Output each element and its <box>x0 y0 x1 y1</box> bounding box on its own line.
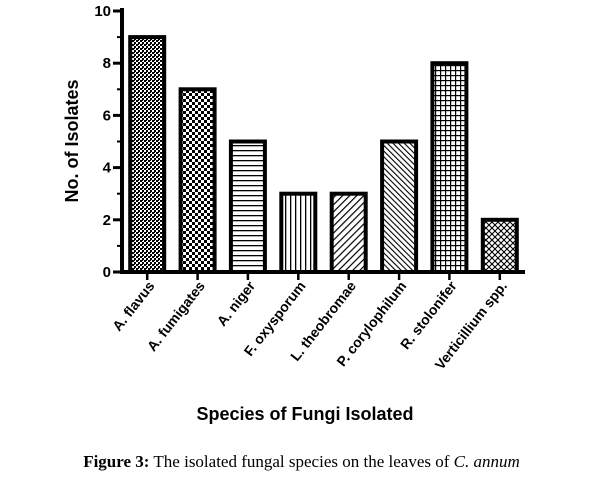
y-tick-label: 6 <box>103 107 111 124</box>
figure-caption: Figure 3: The isolated fungal species on… <box>0 452 603 472</box>
x-tick-label: A. flavus <box>109 278 158 334</box>
bar-3 <box>228 139 267 274</box>
bar-7 <box>430 61 469 275</box>
x-tick-label: A. niger <box>214 278 259 329</box>
caption-text: The isolated fungal species on the leave… <box>149 452 454 471</box>
bar-2 <box>178 87 217 274</box>
y-tick-label: 2 <box>103 212 111 229</box>
bar-8 <box>480 217 519 275</box>
caption-species: C. annum <box>453 452 520 471</box>
y-tick-label: 0 <box>103 264 111 281</box>
y-tick-label: 4 <box>103 160 112 177</box>
bar-1 <box>128 35 167 274</box>
y-axis-label: No. of Isolates <box>62 79 82 202</box>
y-tick-label: 8 <box>103 55 111 72</box>
bars-layer <box>128 35 519 275</box>
x-axis-label: Species of Fungi Isolated <box>196 404 413 424</box>
bar-6 <box>380 139 419 274</box>
axes <box>113 8 525 280</box>
y-tick-labels: 0 2 4 6 8 10 <box>94 3 111 281</box>
y-tick-label: 10 <box>94 3 111 20</box>
bar-5 <box>329 191 368 274</box>
caption-label: Figure 3: <box>83 452 150 471</box>
bar-4 <box>279 191 318 274</box>
